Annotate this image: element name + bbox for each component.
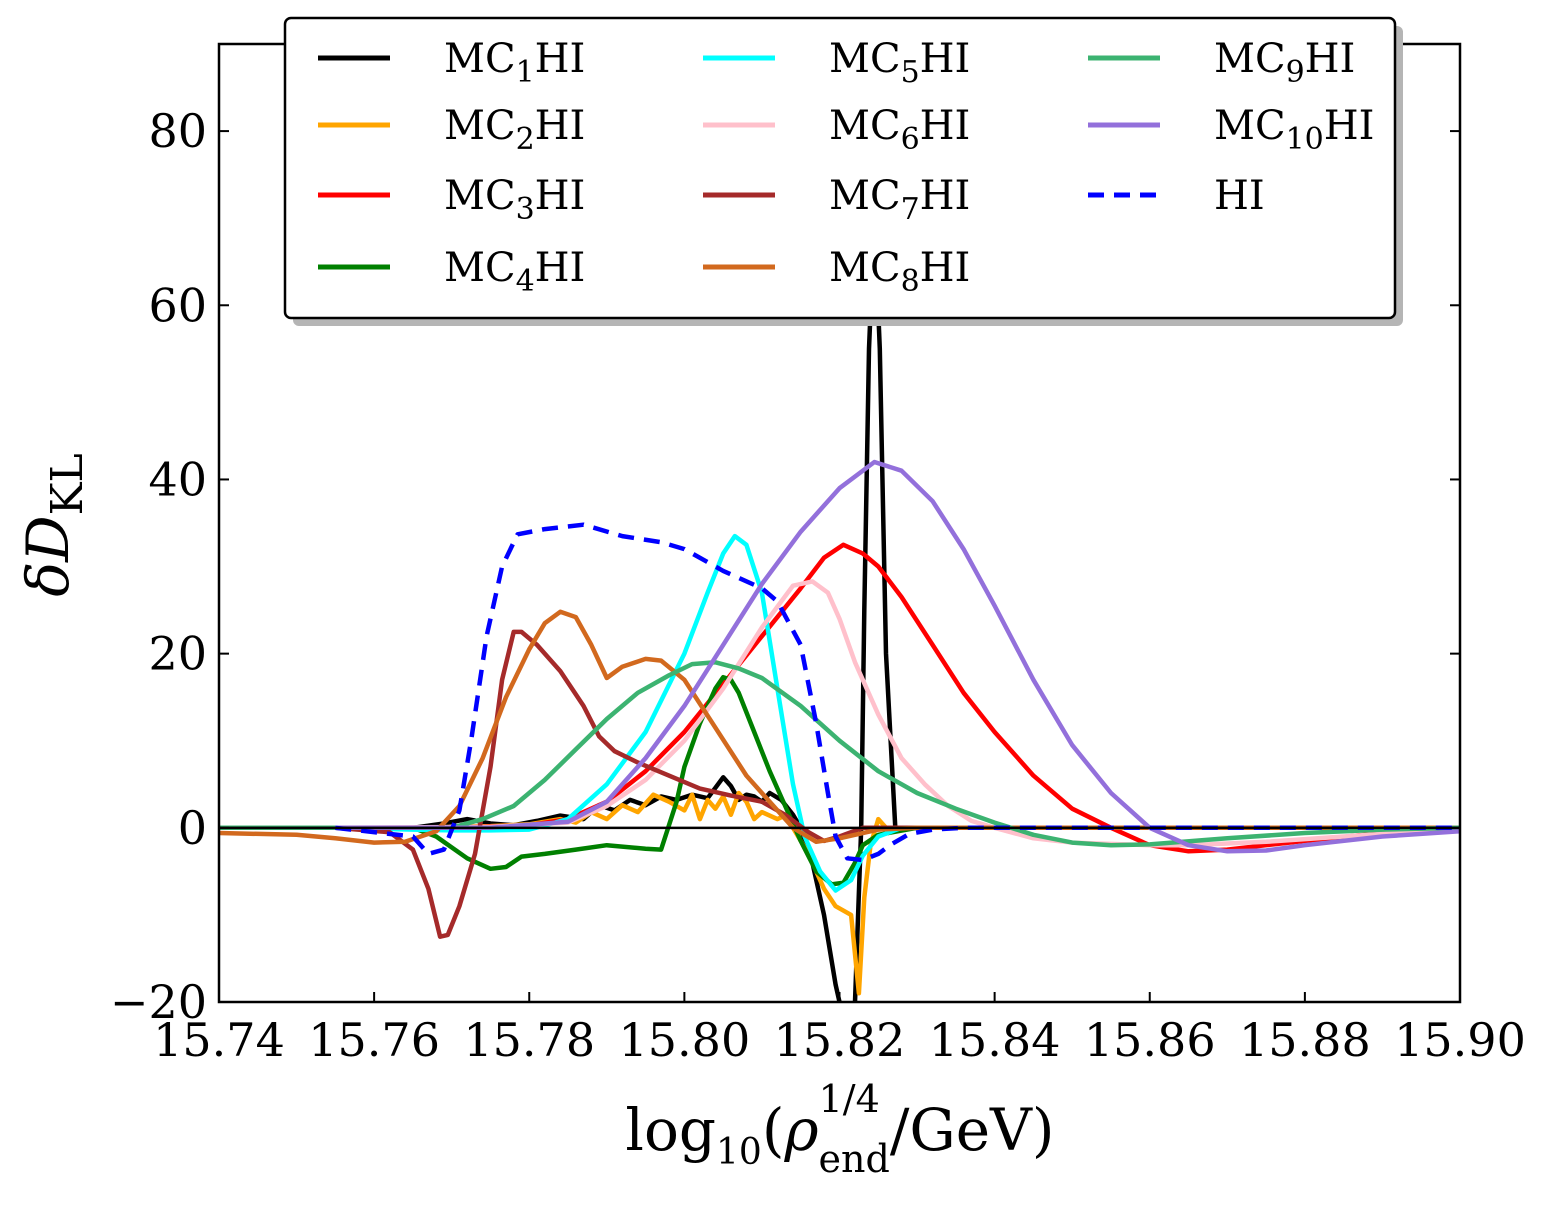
axis-ticks: 15.74 15.76 15.78 15.80 15.82 15.84 15.86 15.88… [110,44,1526,1067]
y-title-sub: KL [42,453,93,515]
x-title-rho-sub: end [819,1137,890,1181]
y-tick-label: 80 [148,104,207,158]
series-layer [219,215,1460,1002]
legend-item-mc4hi: MC4HI [318,245,585,299]
legend-item-mc9hi: MC9HI [1088,36,1355,90]
y-tick-label: −20 [110,975,207,1029]
legend-label: MC5HI [829,36,970,90]
x-title-log-sub: 10 [716,1132,762,1173]
legend-label: MC4HI [444,245,585,299]
legend-item-hi: HI [1088,173,1265,219]
legend-label: MC8HI [829,245,970,299]
series-line-mc9hi [219,660,1460,848]
y-title-d: D [14,515,82,563]
legend-item-mc8hi: MC8HI [703,245,970,299]
x-tick-label: 15.80 [619,1013,751,1067]
legend-label: MC2HI [444,103,585,157]
x-tick-label: 15.86 [1084,1013,1216,1067]
x-title-open-paren: ( [762,1096,785,1164]
x-title-log: log [625,1096,716,1164]
y-axis-title: δDKL [14,453,93,597]
legend-item-mc6hi: MC6HI [703,103,970,157]
legend-item-mc10hi: MC10HI [1088,103,1374,157]
legend-item-mc1hi: MC1HI [318,36,585,90]
x-tick-label: 15.88 [1239,1013,1371,1067]
legend-item-mc7hi: MC7HI [703,173,970,227]
x-tick-label: 15.82 [774,1013,906,1067]
series-line-hi [335,522,1460,863]
legend-item-mc2hi: MC2HI [318,103,585,157]
x-title-rho-sup: 1/4 [819,1077,880,1121]
y-title-delta: δ [14,562,82,597]
x-axis-title: log10(ρ1/4 end/GeV) [625,1077,1054,1181]
legend-label: MC3HI [444,173,585,227]
series-line-mc7hi [335,629,1460,939]
series-line-mc10hi [335,459,1460,854]
x-tick-label: 15.78 [463,1013,595,1067]
legend-box [283,16,1397,320]
x-tick-label: 15.90 [1394,1013,1526,1067]
legend-label: MC1HI [444,36,585,90]
x-tick-label: 15.74 [153,1013,285,1067]
y-tick-label: 60 [148,278,207,332]
legend-label: HI [1214,173,1265,219]
legend: MC1HI MC2HI MC3HI MC4HI MC5HI MC6HI MC7HI MC8HI… [283,16,1403,326]
legend-label: MC6HI [829,103,970,157]
legend-item-mc3hi: MC3HI [318,173,585,227]
legend-label: MC7HI [829,173,970,227]
y-tick-label: 40 [148,452,207,506]
series-line-mc6hi [335,579,1460,848]
legend-label: MC10HI [1214,103,1374,157]
x-title-rest: /GeV) [890,1096,1055,1164]
x-title-rho: ρ [783,1096,818,1164]
y-tick-label: 0 [178,801,207,855]
legend-items: MC1HI MC2HI MC3HI MC4HI MC5HI MC6HI MC7HI MC8HI… [318,36,1374,299]
x-tick-label: 15.76 [308,1013,440,1067]
x-tick-label: 15.84 [929,1013,1061,1067]
series-line-mc8hi [219,609,1460,845]
y-tick-label: 20 [148,627,207,681]
legend-label: MC9HI [1214,36,1355,90]
legend-item-mc5hi: MC5HI [703,36,970,90]
